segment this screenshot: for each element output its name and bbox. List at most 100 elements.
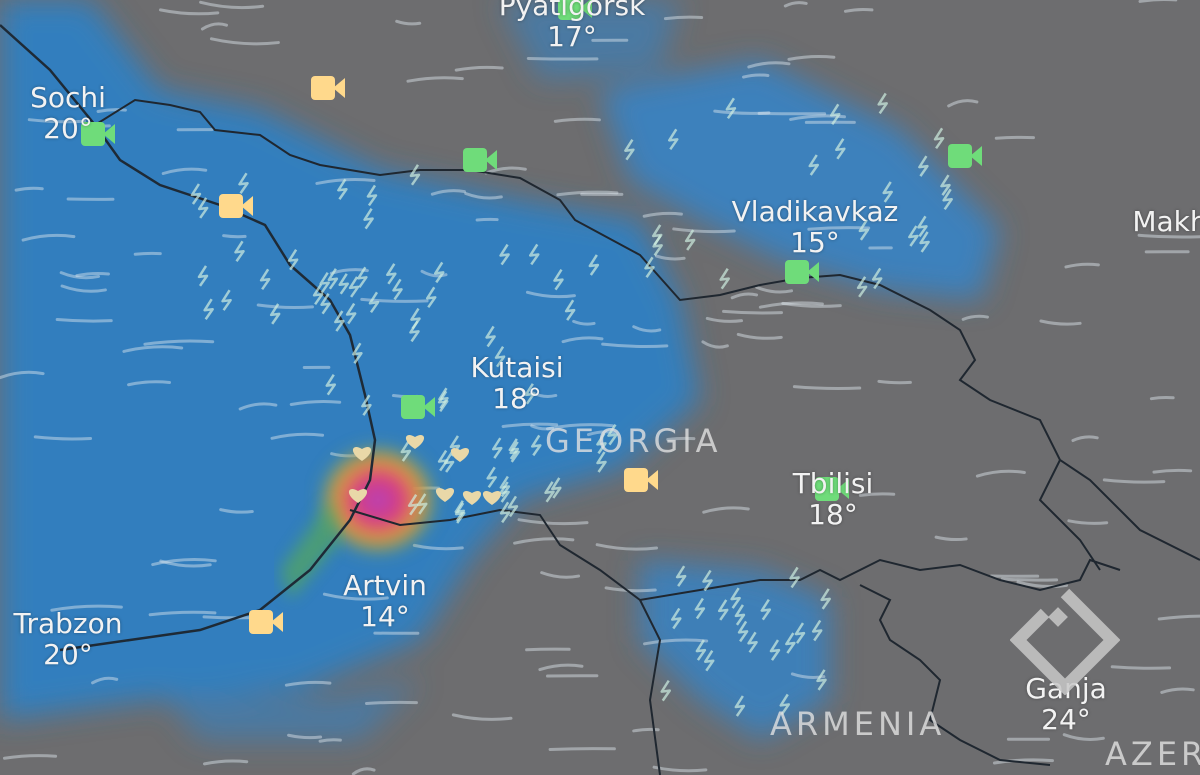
lightning-icon: [624, 139, 635, 161]
webcam-icon[interactable]: [815, 477, 849, 501]
webcam-icon[interactable]: [249, 610, 283, 634]
wind-streak: [1016, 580, 1069, 588]
wind-streak: [256, 303, 314, 310]
city-kutaisi[interactable]: Kutaisi 18°: [470, 351, 564, 416]
wind-streak: [60, 284, 107, 293]
webcam-icon[interactable]: [311, 76, 345, 100]
lightning-icon: [287, 249, 299, 271]
wind-streak: [722, 309, 784, 315]
wind-streak: [705, 316, 744, 323]
lightning-icon: [820, 588, 831, 610]
wind-streak: [652, 765, 708, 773]
wind-streak: [934, 535, 968, 542]
lightning-icon: [785, 632, 796, 654]
lightning-icon: [524, 383, 536, 405]
lightning-icon: [908, 225, 919, 247]
heart-icon[interactable]: [450, 448, 470, 462]
lightning-icon: [871, 267, 883, 290]
webcam-icon[interactable]: [624, 468, 658, 492]
lightning-icon: [702, 569, 713, 592]
wind-streak: [91, 676, 119, 685]
webcam-icon[interactable]: [81, 122, 115, 146]
wind-streak: [284, 680, 332, 687]
city-sochi[interactable]: Sochi 20°: [30, 81, 106, 146]
lightning-icon: [443, 451, 455, 473]
wind-streak: [961, 314, 989, 321]
country-armenia: ARMENIA: [770, 705, 946, 743]
heart-icon[interactable]: [405, 435, 425, 449]
lightning-icon: [334, 310, 345, 332]
wind-streak: [1157, 614, 1200, 621]
wind-streak: [553, 117, 601, 123]
wind-streak: [199, 0, 265, 10]
wind-streak: [50, 604, 123, 612]
city-trabzon[interactable]: Trabzon 20°: [13, 607, 123, 672]
lightning-icon: [338, 273, 349, 295]
lightning-icon: [940, 174, 951, 196]
heart-icon[interactable]: [462, 491, 482, 505]
wind-streak: [787, 55, 836, 61]
wind-streak: [161, 167, 208, 176]
wind-streak: [1137, 233, 1200, 239]
wind-streak: [730, 292, 759, 300]
lightning-icon: [734, 695, 746, 717]
wind-streak: [151, 558, 217, 567]
lightning-icon: [596, 432, 607, 455]
city-vladikavkaz[interactable]: Vladikavkaz 15°: [731, 195, 899, 260]
heart-icon[interactable]: [482, 491, 502, 505]
city-pyatigorsk[interactable]: Pyatigorsk 17°: [498, 0, 646, 54]
heart-icon[interactable]: [348, 489, 368, 503]
country-georgia: GEORGIA: [545, 422, 722, 460]
wind-streak: [96, 108, 127, 113]
webcam-icon[interactable]: [219, 194, 253, 218]
city-artvin[interactable]: Artvin 14°: [343, 569, 427, 634]
lightning-icon: [588, 254, 600, 276]
wind-streak: [59, 271, 101, 280]
lightning-icon: [725, 97, 737, 120]
lightning-icon: [856, 276, 868, 298]
lightning-icon: [348, 276, 360, 298]
wind-streak: [781, 301, 842, 308]
wind-streak: [420, 269, 448, 278]
lightning-icon: [492, 437, 503, 459]
wind-streak: [406, 76, 464, 83]
lightning-icon: [830, 103, 841, 126]
wind-streak: [517, 518, 589, 526]
wind-streak: [1064, 262, 1100, 269]
wind-streak: [360, 297, 429, 303]
lightning-icon: [438, 387, 449, 409]
wind-streak: [545, 423, 614, 431]
wind-streak: [556, 190, 619, 197]
wind-streak: [513, 537, 575, 545]
lightning-icon: [327, 268, 339, 290]
wind-streak: [755, 285, 794, 294]
wind-streak: [475, 217, 499, 222]
heart-icon[interactable]: [435, 488, 455, 502]
lightning-icon: [607, 423, 618, 446]
wind-streak: [525, 290, 576, 299]
lightning-icon: [553, 268, 564, 291]
webcam-icon[interactable]: [948, 144, 982, 168]
lightning-icon: [811, 619, 823, 642]
lightning-icon: [410, 307, 421, 330]
wind-streak: [451, 713, 513, 721]
wind-streak: [586, 430, 616, 437]
webcam-icon[interactable]: [785, 260, 819, 284]
webcam-icon[interactable]: [463, 148, 497, 172]
wind-streak: [1152, 468, 1193, 474]
lightning-icon: [719, 267, 730, 290]
wind-streak: [601, 342, 669, 348]
webcam-icon[interactable]: [401, 395, 435, 419]
lightning-icon: [386, 263, 397, 285]
lightning-icon: [197, 265, 209, 287]
webcam-icon[interactable]: [558, 0, 592, 20]
city-tbilisi[interactable]: Tbilisi 18°: [792, 467, 874, 532]
city-makh[interactable]: Makh: [1132, 205, 1200, 238]
wind-streak: [1039, 319, 1082, 326]
wind-streak: [143, 339, 215, 346]
heart-icon[interactable]: [352, 447, 372, 461]
wind-streak: [994, 135, 1035, 140]
wind-streak: [158, 8, 220, 16]
